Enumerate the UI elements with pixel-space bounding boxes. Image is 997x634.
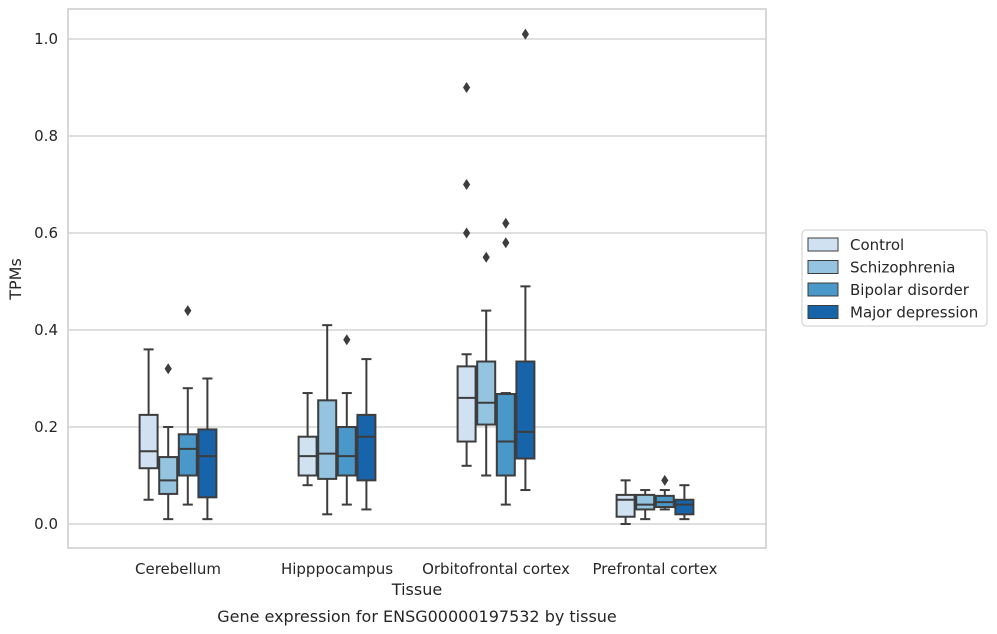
y-tick-label: 0.6 <box>34 224 58 242</box>
box-group <box>654 474 675 511</box>
iqr-box <box>476 360 497 426</box>
y-gridlines <box>68 38 766 525</box>
box-group <box>515 28 536 492</box>
iqr-box <box>495 393 516 477</box>
iqr-box <box>515 360 536 460</box>
boxes <box>138 28 695 525</box>
box-group <box>356 358 377 511</box>
y-tick-label: 0.4 <box>34 321 58 339</box>
outlier-point <box>463 82 471 93</box>
legend-items: Control Schizophrenia Bipolar disorder Majo… <box>807 236 978 322</box>
iqr-box <box>615 493 636 518</box>
outlier-point <box>521 28 529 40</box>
legend-frame <box>801 229 988 327</box>
y-tick-label: 0.8 <box>34 127 58 145</box>
outlier-point <box>502 237 510 249</box>
iqr-box <box>674 498 695 516</box>
x-axis-title: Tissue <box>391 580 442 599</box>
y-tick-label: 1.0 <box>34 30 58 48</box>
legend-swatch <box>807 237 839 252</box>
outlier-point <box>343 334 351 346</box>
box-group <box>297 392 318 487</box>
x-tick-label: Prefrontal cortex <box>593 560 718 578</box>
box-group <box>138 348 159 501</box>
iqr-box <box>158 456 179 495</box>
figure-caption: Gene expression for ENSG00000197532 by t… <box>217 607 617 626</box>
legend-swatch <box>807 305 839 319</box>
box-group <box>635 489 656 521</box>
x-tick-label: Cerebellum <box>135 560 221 578</box>
x-tick-label: Orbitofrontal cortex <box>422 560 570 578</box>
x-tick-label: Hipppocampus <box>281 560 393 578</box>
legend-swatch <box>807 260 839 274</box>
outlier-point <box>502 217 510 229</box>
legend-swatch <box>807 282 839 297</box>
outlier-point <box>482 251 490 263</box>
iqr-box <box>336 426 357 477</box>
legend-label: Major depression <box>850 304 978 322</box>
legend-label: Bipolar disorder <box>850 281 970 299</box>
box-group <box>456 82 477 467</box>
y-tick-label: 0.0 <box>34 515 58 533</box>
legend-label: Control <box>850 236 904 254</box>
y-axis-title: TPMs <box>6 258 25 301</box>
x-tick-labels: Cerebellum Hipppocampus Orbitofrontal cort… <box>135 560 718 578</box>
box-group <box>177 305 198 506</box>
iqr-box <box>635 493 656 511</box>
box-group <box>615 479 636 525</box>
box-group <box>158 363 179 521</box>
y-tick-labels: 0.0 0.2 0.4 0.6 0.8 1.0 <box>34 30 58 533</box>
outlier-point <box>164 363 172 375</box>
outlier-point <box>184 305 192 317</box>
outlier-point <box>661 474 669 486</box>
legend: Control Schizophrenia Bipolar disorder Majo… <box>801 229 988 327</box>
box-group <box>476 251 497 477</box>
box-group <box>317 324 338 516</box>
iqr-box <box>317 399 338 480</box>
iqr-box <box>456 365 477 443</box>
iqr-box <box>356 413 377 482</box>
box-group <box>495 217 516 506</box>
outlier-point <box>463 227 471 239</box>
legend-label: Schizophrenia <box>850 259 955 277</box>
plot-area-frame <box>67 8 767 549</box>
iqr-box <box>177 433 198 477</box>
iqr-box <box>138 413 159 470</box>
box-group <box>674 484 695 521</box>
iqr-box <box>197 428 218 499</box>
y-tick-label: 0.2 <box>34 418 58 436</box>
outlier-point <box>463 179 471 190</box>
box-group <box>336 334 357 506</box>
box-group <box>197 377 218 521</box>
